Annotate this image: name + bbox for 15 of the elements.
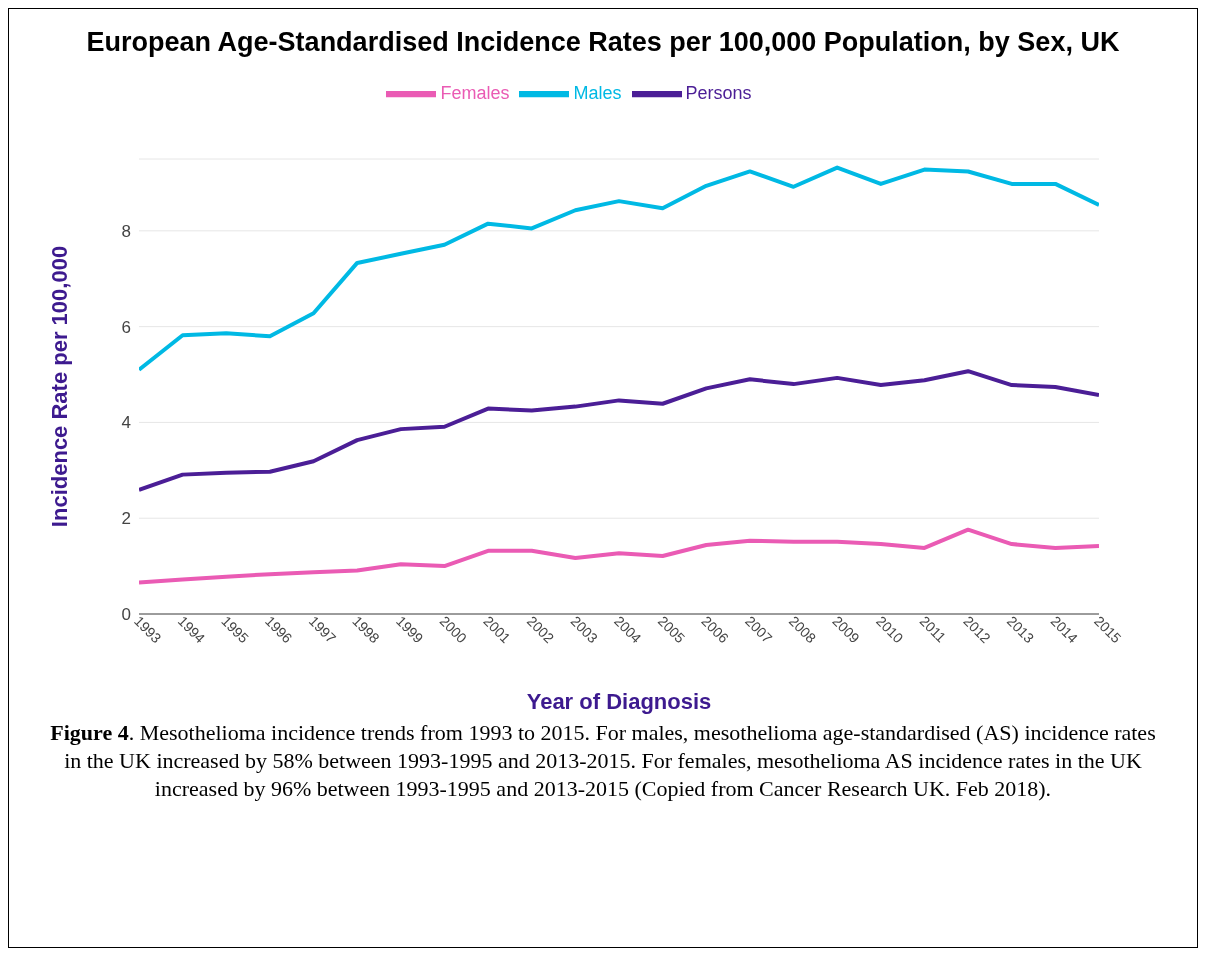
line-series [139,165,1099,372]
chart-title: European Age-Standardised Incidence Rates per 100,000 Population, by Sex, UK [85,26,1121,59]
y-tick-label: 4 [121,413,131,433]
legend-label: Males [573,82,622,103]
line-series [139,369,1099,492]
y-axis-title: Incidence Rate per 100,000 [46,245,72,528]
caption: Figure 4. Mesothelioma incidence trends from 1993 to 2015. For males, mesothelioma age-standardised (AS) incidence rates in the UK increased by 58% between 1993-1995 and 2013-2015. For females, mesothelioma AS incidence rates in the UK increased by 96% between 1993-1995 and 2013-2015 (Copied from Cancer Research UK. Feb 2018). [49,719,1157,803]
y-tick-label: 0 [121,605,131,625]
y-tick-label: 6 [121,317,131,337]
legend-label: Females [440,82,510,103]
legend-label: Persons [685,82,752,103]
x-axis-title: Year of Diagnosis [526,689,712,714]
line-series [139,527,1099,585]
y-tick-label: 2 [121,509,131,529]
y-tick-label: 8 [121,221,131,241]
